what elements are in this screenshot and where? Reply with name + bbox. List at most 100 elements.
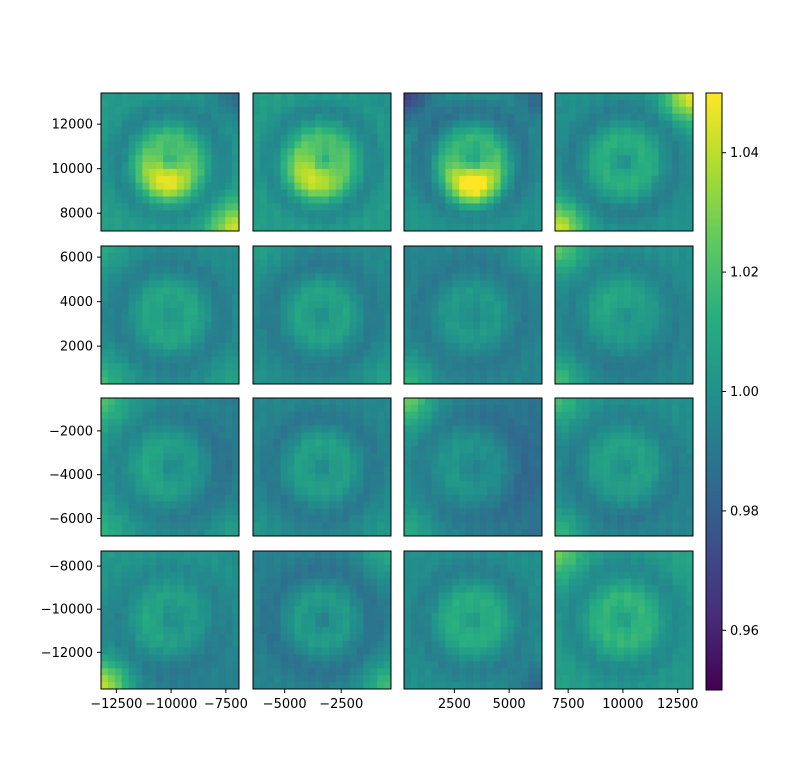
heatmap-cell — [287, 175, 295, 184]
heatmap-cell — [149, 370, 157, 378]
heatmap-cell — [452, 266, 460, 274]
heatmap-cell — [101, 398, 109, 406]
heatmap-cell — [404, 377, 412, 385]
heatmap-cell — [500, 460, 508, 468]
heatmap-cell — [686, 398, 694, 406]
heatmap-cell — [384, 287, 392, 295]
heatmap-cell — [190, 106, 198, 115]
heatmap-cell — [197, 280, 205, 288]
heatmap-cell — [356, 99, 364, 108]
heatmap-cell — [384, 93, 392, 101]
heatmap-cell — [280, 529, 288, 537]
heatmap-cell — [128, 155, 136, 163]
heatmap-cell — [363, 182, 371, 190]
heatmap-cell — [610, 308, 618, 316]
y-tick-label: −2000 — [49, 424, 93, 439]
heatmap-cell — [322, 522, 330, 530]
heatmap-cell — [404, 446, 412, 454]
panel-r3-c3 — [403, 397, 543, 537]
heatmap-cell — [424, 266, 432, 274]
heatmap-cell — [128, 315, 136, 323]
heatmap-cell — [107, 162, 116, 170]
heatmap-cell — [514, 99, 522, 108]
heatmap-cell — [384, 162, 392, 170]
heatmap-cell — [630, 522, 639, 530]
heatmap-cell — [211, 148, 219, 156]
heatmap-cell — [273, 93, 281, 101]
heatmap-cell — [163, 93, 171, 101]
heatmap-cell — [149, 287, 157, 295]
heatmap-cell — [473, 418, 481, 426]
heatmap-cell — [280, 294, 288, 302]
heatmap-cell — [114, 439, 123, 447]
heatmap-cell — [370, 363, 378, 371]
heatmap-cell — [445, 93, 453, 101]
heatmap-cell — [582, 155, 590, 163]
heatmap-cell — [266, 404, 275, 413]
heatmap-cell — [679, 141, 687, 149]
heatmap-cell — [225, 93, 233, 101]
heatmap-cell — [225, 294, 233, 302]
heatmap-cell — [521, 453, 529, 461]
heatmap-cell — [410, 196, 419, 204]
heatmap-cell — [101, 411, 109, 420]
heatmap-cell — [521, 404, 529, 413]
heatmap-cell — [610, 356, 618, 364]
heatmap-cell — [507, 315, 515, 323]
heatmap-cell — [170, 480, 178, 489]
heatmap-cell — [377, 508, 385, 516]
heatmap-cell — [322, 294, 330, 302]
heatmap-cell — [294, 501, 302, 509]
heatmap-cell — [232, 217, 240, 225]
heatmap-cell — [582, 404, 590, 413]
heatmap-cell — [190, 168, 198, 177]
heatmap-cell — [259, 328, 268, 337]
heatmap-cell — [356, 487, 364, 495]
heatmap-cell — [232, 370, 240, 378]
heatmap-cell — [170, 259, 178, 268]
heatmap-cell — [211, 377, 219, 385]
heatmap-cell — [170, 141, 178, 149]
heatmap-cell — [452, 342, 460, 350]
heatmap-cell — [603, 224, 611, 232]
heatmap-cell — [438, 246, 446, 254]
heatmap-cell — [156, 182, 164, 190]
heatmap-cell — [218, 217, 226, 225]
heatmap-cell — [514, 363, 522, 371]
heatmap-cell — [486, 224, 495, 232]
heatmap-cell — [128, 487, 136, 495]
heatmap-cell — [149, 246, 157, 254]
heatmap-cell — [190, 571, 198, 579]
heatmap-cell — [410, 113, 419, 121]
heatmap-cell — [101, 106, 109, 115]
heatmap-cell — [686, 321, 694, 330]
heatmap-cell — [370, 120, 378, 128]
heatmap-cell — [349, 266, 357, 274]
heatmap-cell — [287, 301, 295, 309]
heatmap-cell — [273, 182, 281, 190]
heatmap-cell — [370, 487, 378, 495]
heatmap-cell — [135, 141, 143, 149]
heatmap-cell — [301, 363, 309, 371]
heatmap-cell — [617, 522, 625, 530]
heatmap-cell — [349, 141, 357, 149]
heatmap-cell — [555, 106, 563, 115]
heatmap-cell — [561, 473, 570, 482]
heatmap-cell — [114, 273, 123, 281]
heatmap-cell — [459, 335, 467, 343]
heatmap-cell — [466, 155, 474, 163]
heatmap-cell — [273, 370, 281, 378]
heatmap-cell — [322, 467, 330, 475]
heatmap-cell — [294, 335, 302, 343]
panel-r3-c1: −2000−4000−6000 — [49, 397, 240, 537]
heatmap-cell — [280, 370, 288, 378]
heatmap-cell — [624, 106, 632, 115]
heatmap-cell — [424, 210, 432, 218]
heatmap-cell — [672, 404, 680, 413]
heatmap-cell — [424, 404, 432, 413]
heatmap-cell — [473, 370, 481, 378]
heatmap-cell — [163, 106, 171, 115]
y-tick-label: 4000 — [60, 295, 93, 310]
heatmap-cell — [204, 432, 212, 440]
heatmap-cell — [493, 287, 501, 295]
